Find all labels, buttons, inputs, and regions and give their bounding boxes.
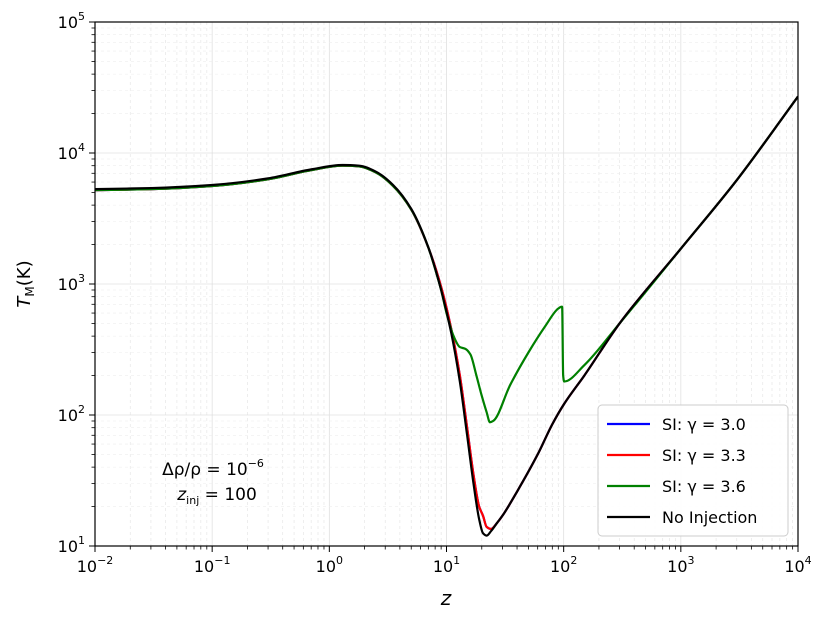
legend: SI: γ = 3.0 SI: γ = 3.3 SI: γ = 3.6 No Inje…: [597, 404, 789, 537]
x-tick-label-base: 10: [433, 557, 453, 576]
x-tick-label-exp: 2: [570, 554, 577, 567]
y-tick-label-exp: 2: [78, 403, 85, 416]
x-tick-label-exp: 1: [453, 554, 460, 567]
x-tick-label: 103: [667, 554, 694, 576]
x-tick-label: 10−2: [77, 554, 114, 576]
x-tick-label-base: 10: [550, 557, 570, 576]
series-layer: [95, 95, 798, 537]
legend-label-si-3-3: SI: γ = 3.3: [662, 446, 746, 465]
y-tick-label: 102: [58, 403, 85, 425]
legend-box: [597, 404, 789, 537]
x-tick-label: 101: [433, 554, 460, 576]
annotation-line-2-value: = 100: [199, 485, 257, 505]
x-tick-label: 100: [316, 554, 343, 576]
x-tick-label-base: 10: [667, 557, 687, 576]
series-line-no-injection: [95, 95, 798, 537]
legend-label-no-injection: No Injection: [662, 508, 757, 527]
y-tick-label: 105: [58, 10, 85, 32]
x-tick-label-base: 10: [194, 557, 214, 576]
x-tick-label-exp: 0: [336, 554, 343, 567]
x-tick-label-exp: 4: [805, 554, 812, 567]
y-tick-label-base: 10: [58, 537, 78, 556]
x-tick-label-base: 10: [784, 557, 804, 576]
y-tick-label-base: 10: [58, 406, 78, 425]
x-tick-label-exp: −1: [214, 554, 230, 567]
annotation-line-1: Δρ/ρ = 10−6: [162, 457, 264, 480]
y-tick-label-exp: 4: [78, 141, 85, 154]
x-tick-label: 102: [550, 554, 577, 576]
x-tick-label-base: 10: [316, 557, 336, 576]
x-tick-label-exp: 3: [688, 554, 695, 567]
y-tick-label-base: 10: [58, 275, 78, 294]
y-axis-label: TM(K): [14, 260, 37, 307]
annotation-line-1-text: Δρ/ρ = 10: [162, 460, 248, 480]
annotation-line-2: zinj = 100: [176, 485, 257, 507]
y-axis-label-base: T: [14, 295, 35, 308]
x-tick-label: 104: [784, 554, 811, 576]
x-tick-label-exp: −2: [97, 554, 113, 567]
y-tick-label: 103: [58, 272, 85, 294]
y-tick-label: 101: [58, 534, 85, 556]
x-axis-label: z: [440, 586, 452, 610]
legend-label-si-3-6: SI: γ = 3.6: [662, 477, 746, 496]
y-tick-label-base: 10: [58, 13, 78, 32]
y-tick-label-exp: 1: [78, 534, 85, 547]
y-tick-label-exp: 5: [78, 10, 85, 23]
annotation-line-2-base: z: [176, 485, 187, 505]
y-axis-label-sub: M: [23, 286, 37, 296]
annotation-line-1-exp: −6: [248, 457, 264, 470]
y-tick-label: 104: [58, 141, 85, 163]
annotation-line-2-sub: inj: [186, 494, 199, 507]
legend-label-si-3-0: SI: γ = 3.0: [662, 415, 746, 434]
y-tick-label-base: 10: [58, 144, 78, 163]
y-tick-label-exp: 3: [78, 272, 85, 285]
x-tick-label: 10−1: [194, 554, 231, 576]
x-tick-label-base: 10: [77, 557, 97, 576]
y-axis-label-unit: (K): [14, 260, 35, 286]
